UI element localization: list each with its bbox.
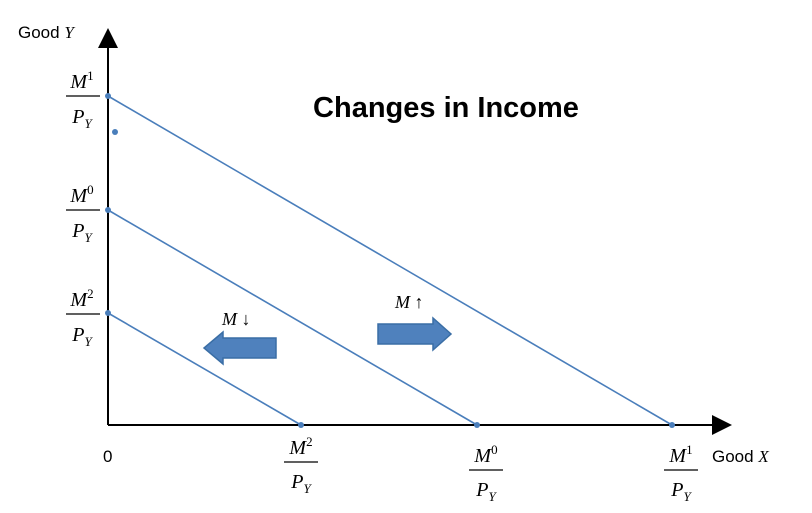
svg-text:PY: PY <box>670 479 692 504</box>
intercept-point-x-m2 <box>298 422 304 428</box>
intercept-point-y-m2 <box>105 310 111 316</box>
budget-line-m1 <box>107 95 673 426</box>
arrow-right-icon <box>377 316 453 352</box>
y-intercept-label-m0: M0 PY <box>66 182 100 245</box>
x-intercept-label-m0: M0 PY <box>469 442 503 504</box>
svg-text:M2: M2 <box>69 286 93 311</box>
y-intercept-label-m1: M1 PY <box>66 68 100 131</box>
x-intercept-label-m1: M1 PY <box>664 442 698 504</box>
stray-point <box>112 129 118 135</box>
svg-text:PY: PY <box>475 479 497 504</box>
origin-label: 0 <box>103 447 112 466</box>
svg-text:M0: M0 <box>473 442 497 467</box>
x-axis-label: Good X <box>712 447 769 466</box>
income-decrease-label: M ↓ <box>221 309 251 329</box>
y-axis-label: Good Y <box>18 23 75 42</box>
svg-text:PY: PY <box>71 106 93 131</box>
income-increase-label: M ↑ <box>394 292 424 312</box>
x-intercept-label-m2: M2 PY <box>284 434 318 496</box>
intercept-point-x-m1 <box>669 422 675 428</box>
budget-line-m0 <box>107 209 478 426</box>
y-intercept-label-m2: M2 PY <box>66 286 100 349</box>
svg-text:M1: M1 <box>69 68 93 93</box>
svg-text:M0: M0 <box>69 182 93 207</box>
diagram-title: Changes in Income <box>313 92 579 124</box>
budget-line-m2 <box>107 312 302 426</box>
svg-text:M2: M2 <box>288 434 312 459</box>
svg-text:PY: PY <box>290 471 312 496</box>
arrow-left-icon <box>202 330 277 366</box>
intercept-point-x-m0 <box>474 422 480 428</box>
intercept-point-y-m0 <box>105 207 111 213</box>
svg-text:M1: M1 <box>668 442 692 467</box>
svg-text:PY: PY <box>71 220 93 245</box>
svg-text:PY: PY <box>71 324 93 349</box>
intercept-point-y-m1 <box>105 93 111 99</box>
